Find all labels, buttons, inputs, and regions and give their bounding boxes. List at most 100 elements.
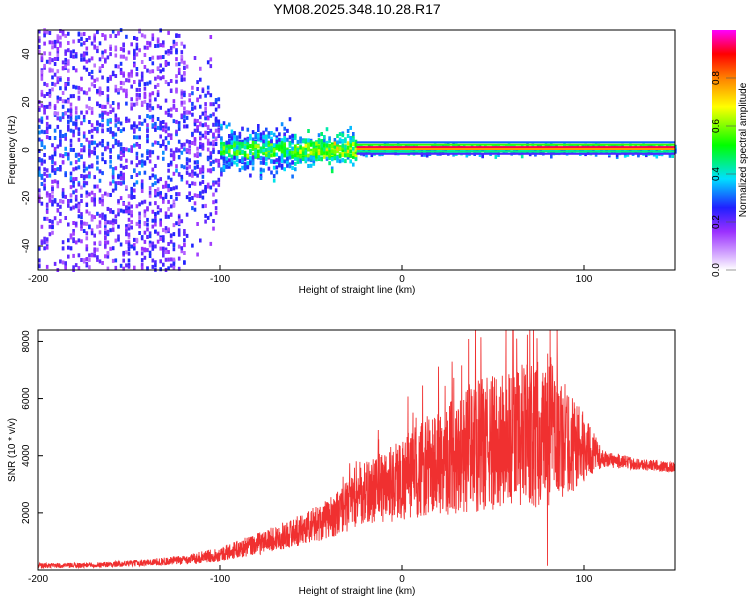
spectrogram-cell <box>96 102 99 107</box>
spectrogram-cell <box>586 150 590 155</box>
spectrogram-cell <box>61 192 65 197</box>
spectrogram-cell <box>489 150 492 155</box>
spectrogram-cell <box>69 143 73 148</box>
spectrogram-cell <box>43 110 46 115</box>
spectrogram-cell <box>191 131 194 136</box>
spectrogram-cell <box>88 106 91 111</box>
spectrogram-cell <box>140 189 144 193</box>
spectrogram-cell <box>88 225 91 230</box>
spectrogram-cell <box>114 220 118 225</box>
spectrogram-cell <box>135 173 139 177</box>
spectrogram-cell <box>283 149 286 154</box>
spectrogram-cell <box>98 213 102 218</box>
spectrogram-cell <box>127 209 131 214</box>
spectrogram-cell <box>74 52 78 57</box>
spectrogram-cell <box>109 126 112 131</box>
spectrogram-cell <box>98 178 102 183</box>
spectrogram-cell <box>117 142 120 147</box>
spectrogram-cell <box>230 162 234 167</box>
spectrogram-cell <box>291 154 294 159</box>
spectrogram-cell <box>185 195 189 200</box>
spectrogram-cell <box>85 110 89 115</box>
spectrogram-cell <box>148 149 152 154</box>
spectrogram-cell <box>177 139 181 144</box>
spectrogram-cell <box>336 149 339 154</box>
spectrogram-cell <box>38 36 41 41</box>
spectrogram-cell <box>180 54 184 59</box>
spectrogram-cell <box>148 153 152 158</box>
spectrogram-cell <box>220 142 223 147</box>
spectrogram-cell <box>125 119 128 123</box>
spectrogram-cell <box>96 126 99 131</box>
spectrogram-cell <box>206 168 210 173</box>
spectrogram-cell <box>185 170 189 175</box>
spectrogram-cell <box>125 78 128 83</box>
spectrogram-cell <box>82 229 86 233</box>
spectrogram-cell <box>262 168 265 173</box>
spectrogram-cell <box>80 185 83 190</box>
spectrogram-cell <box>164 122 168 127</box>
spectrogram-cell <box>85 174 89 179</box>
spectrogram-cell <box>307 153 310 158</box>
spectrogram-cell <box>169 239 173 244</box>
spectrogram-cell <box>354 139 358 144</box>
spectrogram-cell <box>164 195 168 199</box>
spectrogram-cell <box>272 152 276 157</box>
spectrogram-cell <box>204 189 207 194</box>
spectrogram-cell <box>101 212 104 217</box>
spectrogram-cell <box>104 217 107 222</box>
spectrogram-cell <box>45 30 49 35</box>
spectrogram-cell <box>119 142 123 147</box>
spectrogram-cell <box>246 153 250 158</box>
spectrogram-cell <box>294 156 297 161</box>
spectrogram-cell <box>291 174 294 179</box>
spectrogram-cell <box>90 253 94 258</box>
spectrogram-cell <box>101 202 104 207</box>
spectrogram-cell <box>193 128 197 133</box>
spectrogram-cell <box>72 231 75 236</box>
spectrogram-cell <box>140 33 144 38</box>
spectrogram-cell <box>249 173 252 178</box>
spectrogram-cell <box>235 162 239 167</box>
spectrogram-cell <box>53 39 57 44</box>
spectrogram-cell <box>48 93 52 98</box>
spectrogram-cell <box>151 241 155 246</box>
spectrogram-cell <box>156 141 160 145</box>
spectrogram-cell <box>204 219 207 224</box>
spectrogram-cell <box>315 147 318 152</box>
spectrogram-cell <box>122 71 125 76</box>
spectrogram-cell <box>59 35 62 40</box>
spectrogram-cell <box>64 99 67 104</box>
spectrogram-cell <box>325 143 329 148</box>
spectrogram-cell <box>101 143 104 148</box>
spectrogram-cell <box>156 104 160 109</box>
spectrogram-cell <box>69 128 73 133</box>
spectrogram-cell <box>56 184 60 189</box>
spectrogram-cell <box>222 146 226 151</box>
spectrogram-cell <box>230 154 234 159</box>
spectrogram-cell <box>109 34 112 39</box>
spectrogram-cell <box>43 216 46 221</box>
spectrogram-cell <box>64 111 67 116</box>
spectrogram-cell <box>148 103 152 108</box>
spectrogram-cell <box>309 155 313 160</box>
spectrogram-cell <box>235 158 239 163</box>
spectrogram-cell <box>125 229 128 234</box>
spectrogram-cell <box>328 156 331 160</box>
spectrogram-cell <box>169 79 173 83</box>
spectrogram-cell <box>151 118 155 123</box>
spectrogram-cell <box>138 93 141 98</box>
spectrogram-cell <box>43 105 46 110</box>
spectrogram-cell <box>143 239 147 244</box>
spectrogram-cell <box>296 157 300 162</box>
spectrogram-cell <box>167 199 170 204</box>
spectrogram-cell <box>164 124 168 129</box>
spectrogram-cell <box>88 87 91 92</box>
spectrogram-cell <box>148 41 152 46</box>
spectrogram-cell <box>241 142 244 147</box>
spectrogram-cell <box>146 227 149 232</box>
spectrogram-cell <box>209 212 213 217</box>
spectrogram-cell <box>225 124 228 129</box>
spectrogram-cell <box>127 242 131 247</box>
spectrogram-cell <box>38 38 41 43</box>
